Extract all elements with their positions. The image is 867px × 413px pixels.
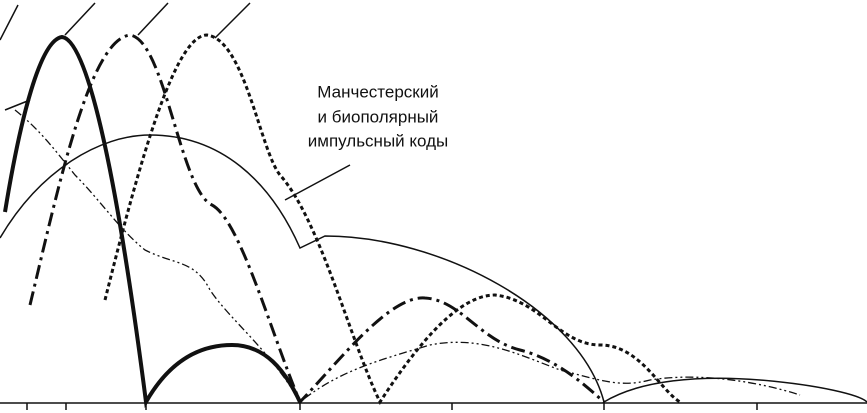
curve-dash-dot-dot: [14, 109, 801, 403]
curve-dotted: [103, 33, 681, 406]
curve-thick: [3, 34, 302, 409]
annotation-line: импульсный коды: [308, 131, 448, 150]
curve-manchester: [0, 134, 867, 404]
axis-ticks: [26, 403, 758, 410]
leader-lines: [0, 2, 351, 201]
annotation-line: и биополярный: [318, 107, 439, 126]
curve-dash-dot: [28, 33, 605, 405]
annotation-line: Манчестерский: [317, 82, 438, 101]
